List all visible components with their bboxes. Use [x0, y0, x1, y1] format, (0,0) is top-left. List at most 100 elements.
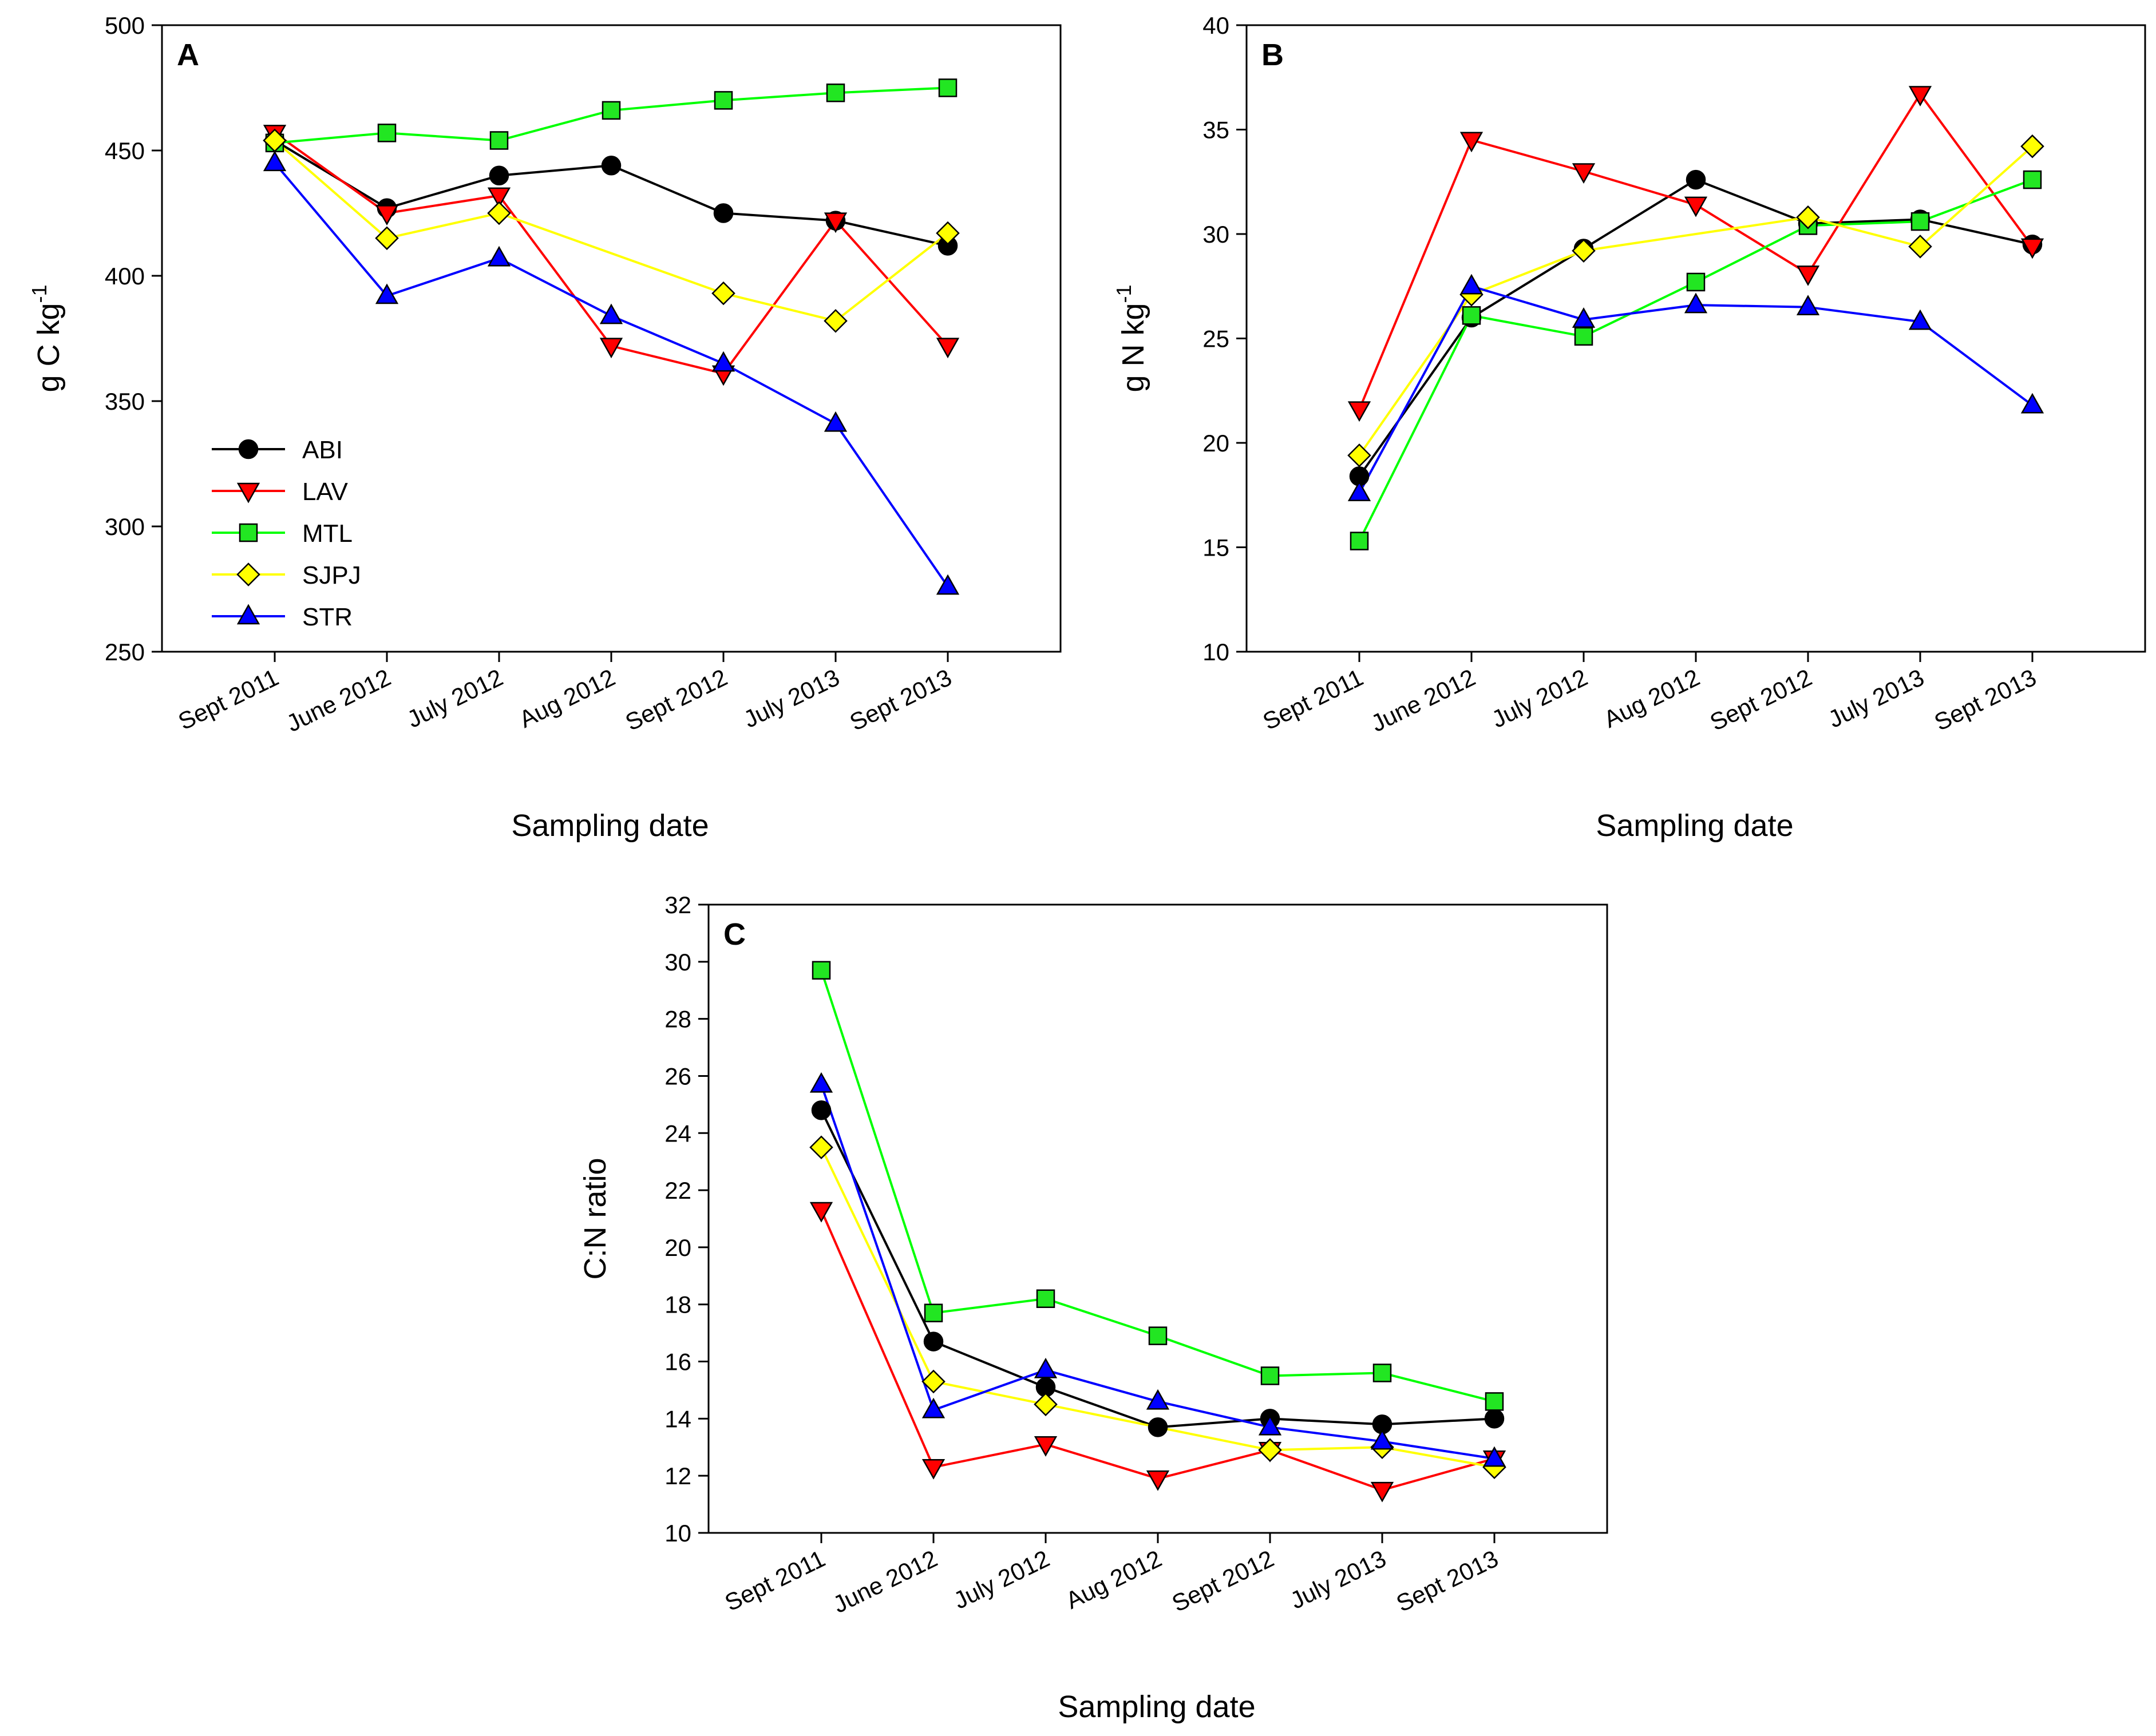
panel-b-ytick-label: 15	[1202, 534, 1229, 561]
marker-a-lav-5	[824, 212, 848, 233]
marker-a-mtl-5	[826, 84, 845, 102]
legend: ABI LAV MTL SJPJ STR	[212, 436, 361, 631]
marker-c-lav-1	[921, 1458, 946, 1480]
panel-b-xtick-label: Aug 2012	[1600, 664, 1704, 733]
marker-legend-abi-0	[238, 439, 259, 459]
panel-c-xtick-label: Sept 2012	[1168, 1545, 1278, 1617]
panel-c-ytick-label: 18	[664, 1291, 691, 1318]
marker-a-abi-3	[601, 156, 622, 176]
marker-c-mtl-0	[812, 961, 831, 980]
marker-c-lav-0	[809, 1202, 833, 1223]
marker-a-str-4	[711, 351, 735, 372]
panel-b-plot-frame	[1245, 24, 2146, 653]
marker-b-lav-4	[1796, 265, 1820, 286]
panel-a-line-sjpj	[274, 139, 949, 323]
panel-b-xtick-label: Sept 2012	[1706, 664, 1816, 736]
marker-b-str-0	[1347, 481, 1371, 501]
marker-a-mtl-6	[938, 78, 958, 97]
marker-c-str-0	[809, 1072, 833, 1093]
panel-c-ytick-label: 26	[664, 1063, 691, 1089]
marker-a-mtl-1	[377, 124, 397, 142]
panel-c-xtick-label: Aug 2012	[1062, 1545, 1166, 1614]
marker-a-abi-2	[489, 165, 509, 186]
marker-a-str-2	[487, 245, 511, 267]
marker-b-str-1	[1459, 274, 1484, 295]
marker-b-mtl-6	[2023, 170, 2042, 189]
marker-a-str-5	[824, 411, 848, 432]
panel-c-ytick-label: 28	[664, 1006, 691, 1033]
marker-b-str-4	[1796, 295, 1820, 315]
legend-label-abi: ABI	[302, 436, 343, 464]
marker-b-lav-1	[1459, 132, 1484, 153]
marker-b-abi-3	[1686, 169, 1706, 190]
marker-c-lav-5	[1370, 1481, 1394, 1503]
marker-c-abi-0	[811, 1100, 832, 1120]
panel-b-y-axis-title: g N kg-1	[1112, 284, 1150, 392]
marker-c-mtl-1	[924, 1303, 943, 1322]
marker-c-str-6	[1482, 1446, 1506, 1467]
panel-c-xtick-label: June 2012	[829, 1545, 941, 1618]
panel-c-xtick-label: July 2013	[1286, 1545, 1390, 1614]
marker-b-lav-2	[1572, 163, 1596, 184]
marker-c-mtl-4	[1260, 1366, 1280, 1385]
panel-a-ytick-label: 250	[105, 639, 145, 665]
marker-a-str-3	[599, 303, 623, 324]
panel-b-label: B	[1261, 38, 1284, 72]
marker-c-sjpj-4	[1258, 1438, 1282, 1462]
marker-a-lav-2	[487, 187, 511, 208]
marker-legend-str-0	[236, 604, 260, 625]
panel-a-x-axis-title: Sampling date	[511, 808, 709, 843]
panel-a-xtick-label: Aug 2012	[515, 664, 619, 733]
marker-a-str-0	[263, 150, 287, 172]
legend-label-mtl: MTL	[302, 520, 353, 548]
marker-c-sjpj-2	[1034, 1392, 1058, 1417]
panel-b-xtick-label: Sept 2011	[1259, 664, 1367, 735]
marker-c-abi-1	[923, 1331, 944, 1351]
panel-b-xtick-label: July 2013	[1824, 664, 1928, 733]
marker-b-lav-5	[1908, 86, 1932, 106]
marker-c-str-1	[921, 1397, 946, 1418]
marker-b-mtl-0	[1350, 532, 1369, 550]
panel-a-xtick-label: Sept 2012	[621, 664, 731, 736]
marker-a-lav-6	[936, 338, 960, 359]
panel-a-xtick-label: July 2012	[403, 664, 507, 733]
panel-b-ytick-label: 30	[1202, 221, 1229, 248]
marker-c-str-5	[1370, 1429, 1394, 1450]
panel-c-y-axis-title: C:N ratio	[578, 1158, 612, 1279]
marker-b-lav-3	[1684, 196, 1708, 217]
panel-b-x-axis-title: Sampling date	[1596, 808, 1793, 843]
panel-c-plot-frame	[707, 903, 1608, 1534]
marker-c-lav-2	[1034, 1436, 1058, 1457]
marker-b-lav-0	[1347, 401, 1371, 422]
panel-c-ytick-label: 30	[664, 949, 691, 976]
marker-a-sjpj-1	[375, 226, 399, 251]
marker-b-mtl-3	[1686, 272, 1706, 292]
marker-c-mtl-5	[1372, 1364, 1392, 1382]
marker-legend-lav-0	[236, 482, 260, 504]
panel-a-xtick-label: Sept 2011	[174, 664, 283, 735]
marker-a-mtl-4	[714, 91, 733, 110]
marker-c-sjpj-0	[809, 1135, 833, 1159]
legend-label-str: STR	[302, 603, 353, 631]
marker-b-mtl-1	[1462, 306, 1481, 325]
marker-c-mtl-6	[1485, 1392, 1504, 1411]
marker-a-abi-4	[713, 203, 734, 223]
panel-c-xtick-label: Sept 2013	[1392, 1545, 1502, 1617]
panel-b-xtick-label: Sept 2013	[1930, 664, 2040, 736]
panel-a-ytick-label: 350	[105, 388, 145, 415]
panel-b-ytick-label: 40	[1202, 12, 1229, 39]
panel-c-ytick-label: 10	[664, 1520, 691, 1547]
panel-b-ytick-label: 10	[1202, 639, 1229, 665]
panel-c-chart: C 10 12 14 16 18 20 22 24 26 28 30 32 Sept 2011 June 2…	[578, 891, 1608, 1724]
panel-b-xtick-label: July 2012	[1488, 664, 1592, 733]
panel-c-ytick-label: 22	[664, 1177, 691, 1204]
marker-b-sjpj-0	[1347, 443, 1371, 467]
marker-b-mtl-5	[1910, 212, 1930, 231]
marker-c-mtl-3	[1148, 1326, 1168, 1345]
marker-c-str-3	[1146, 1389, 1170, 1410]
panel-c-ytick-label: 24	[664, 1120, 691, 1147]
panel-c-label: C	[723, 917, 746, 952]
